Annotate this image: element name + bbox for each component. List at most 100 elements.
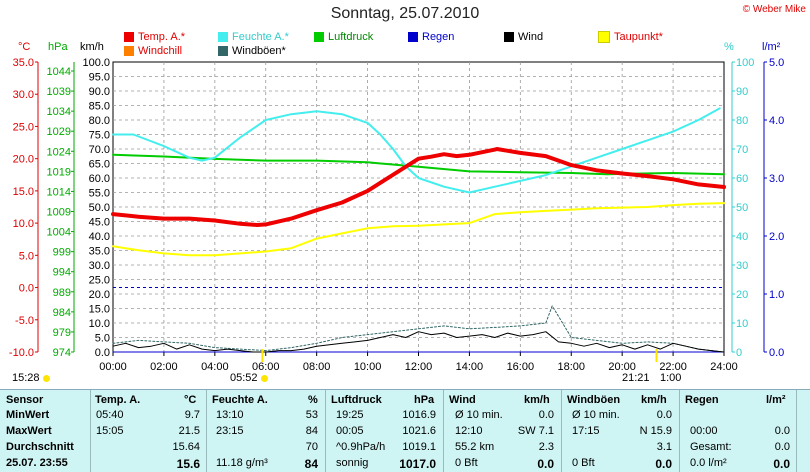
wind-tick-label: 15.0 (89, 304, 110, 316)
wind-tick-label: 60.0 (89, 173, 110, 185)
humidity-tick-label: 50 (736, 202, 748, 214)
legend-swatch (408, 32, 418, 42)
pressure-tick-label: 994 (53, 267, 71, 279)
pressure-tick-label: 1004 (47, 227, 71, 239)
series-line (111, 147, 726, 227)
humidity-tick-label: 40 (736, 231, 748, 243)
series-line (112, 305, 725, 353)
wind-tick-label: 35.0 (89, 246, 110, 258)
sun-icon (42, 374, 50, 382)
table-cell: 1016.9 (402, 409, 436, 421)
humidity-tick-label: 30 (736, 260, 748, 272)
legend-dewpoint: Taupunkt* (598, 31, 663, 43)
header-gust-unit: km/h (641, 394, 667, 406)
x-tick-label: 04:00 (201, 361, 229, 373)
legend-windchill: Windchill (124, 45, 182, 57)
table-cell: 1021.6 (402, 425, 436, 437)
pressure-tick-label: 999 (53, 247, 71, 259)
pressure-tick-label: 984 (53, 307, 71, 319)
table-cell: ^0.9hPa/h (336, 441, 386, 453)
pressure-tick-label: 1029 (47, 126, 71, 138)
table-cell: 0 Bft (455, 457, 478, 469)
legend-swatch (218, 32, 228, 42)
wind-tick-label: 50.0 (89, 202, 110, 214)
sunrise-marker: 05:52 (230, 372, 268, 384)
table-cell: 70 (305, 441, 318, 453)
header-sensor: Sensor (6, 394, 44, 406)
col-divider (561, 390, 562, 472)
pressure-unit-label: hPa (48, 41, 68, 53)
table-cell: 3.1 (656, 441, 672, 453)
x-tick-label: 08:00 (303, 361, 331, 373)
rain-tick-label: 1.0 (769, 289, 784, 301)
temp-tick-label: 5.0 (19, 250, 34, 262)
weather-chart: 100.095.090.085.080.075.070.065.060.055.… (9, 57, 784, 373)
wind-tick-label: 95.0 (89, 72, 110, 84)
wind-tick-label: 25.0 (89, 275, 110, 287)
table-cell: 0 Bft (572, 457, 595, 469)
col-divider (206, 390, 207, 472)
table-cell: 00:00 (690, 425, 718, 437)
left-time-marker: 15:28 (12, 372, 50, 384)
stats-table: Sensor Temp. A. °C Feuchte A. % Luftdruc… (0, 389, 810, 472)
table-cell: 53 (305, 409, 318, 421)
header-temp-unit: °C (184, 394, 197, 406)
humidity-tick-label: 0 (736, 347, 742, 359)
series-line (112, 107, 721, 194)
header-gust: Windböen (567, 394, 621, 406)
copyright-text[interactable]: © Weber Mike (742, 4, 806, 15)
table-cell: 0.0 (655, 457, 672, 471)
col-divider (443, 390, 444, 472)
table-cell: 15.6 (176, 457, 200, 471)
humidity-tick-label: 10 (736, 318, 748, 330)
temp-tick-label: 15.0 (13, 186, 34, 198)
table-cell: 21.5 (178, 425, 200, 437)
col-divider (90, 390, 91, 472)
table-cell: 15:05 (96, 425, 124, 437)
pressure-tick-label: 974 (53, 347, 71, 359)
wind-tick-label: 20.0 (89, 289, 110, 301)
header-press-unit: hPa (414, 394, 435, 406)
wind-tick-label: 85.0 (89, 101, 110, 113)
series-line (112, 202, 725, 257)
humidity-unit-label: % (724, 41, 734, 53)
header-rain: Regen (685, 394, 719, 406)
wind-tick-label: 0.0 (95, 347, 110, 359)
humidity-tick-label: 70 (736, 144, 748, 156)
temp-tick-label: -10.0 (9, 347, 34, 359)
table-cell: 11.18 g/m³ (216, 457, 268, 469)
x-tick-label: 22:00 (659, 361, 687, 373)
wind-tick-label: 100.0 (82, 57, 110, 69)
humidity-tick-label: 80 (736, 115, 748, 127)
humidity-tick-label: 20 (736, 289, 748, 301)
temp-tick-label: 10.0 (13, 218, 34, 230)
pressure-tick-label: 979 (53, 327, 71, 339)
legend-swatch (218, 46, 228, 56)
rain-unit-label: l/m² (762, 41, 781, 53)
x-tick-label: 00:00 (99, 361, 127, 373)
pressure-tick-label: 1044 (47, 66, 71, 78)
wind-tick-label: 30.0 (89, 260, 110, 272)
header-press: Luftdruck (331, 394, 382, 406)
table-cell: 0.0 (773, 457, 790, 471)
legend-gusts: Windböen* (218, 45, 286, 57)
table-cell: 1017.0 (399, 457, 436, 471)
legend-swatch (598, 31, 610, 43)
moon-marker: 1:00 (660, 372, 682, 384)
wind-unit-label: km/h (80, 41, 104, 53)
legend-wind: Wind (504, 31, 543, 43)
table-cell: 0.0 (774, 441, 790, 453)
temp-tick-label: 20.0 (13, 154, 34, 166)
col-divider (679, 390, 680, 472)
table-cell: 17:15 (572, 425, 600, 437)
table-cell: 00:05 (336, 425, 364, 437)
wind-tick-label: 65.0 (89, 159, 110, 171)
table-cell: Ø 10 min. (572, 409, 620, 421)
table-cell: 23:15 (216, 425, 244, 437)
header-temp: Temp. A. (95, 394, 141, 406)
table-cell: MinWert (6, 409, 50, 421)
legend-temp: Temp. A.* (124, 31, 185, 43)
table-cell: 0.0 (537, 457, 554, 471)
pressure-tick-label: 1009 (47, 207, 71, 219)
table-cell: Durchschnitt (6, 441, 74, 453)
